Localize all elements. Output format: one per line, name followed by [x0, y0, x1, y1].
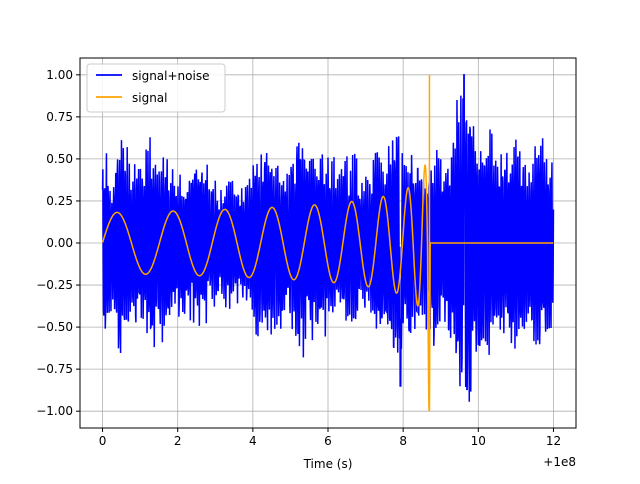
- x-tick-label: 4: [249, 434, 257, 448]
- y-tick-label: 1.00: [46, 68, 73, 82]
- y-tick-label: −0.75: [36, 362, 73, 376]
- x-axis-label: Time (s): [303, 457, 353, 471]
- series-line-signal: [101, 74, 554, 412]
- y-tick-label: −0.50: [36, 320, 73, 334]
- y-tick-label: 0.00: [46, 236, 73, 250]
- series-line-signal-noise: [101, 74, 555, 402]
- legend-label-signal-noise: signal+noise: [132, 69, 209, 83]
- x-axis-ticks: 0 2 4 6 8 10 12: [99, 428, 561, 448]
- y-tick-label: 0.25: [46, 194, 73, 208]
- y-tick-label: 0.50: [46, 152, 73, 166]
- x-tick-label: 12: [546, 434, 561, 448]
- y-tick-label: 0.75: [46, 110, 73, 124]
- plot-area: [101, 74, 555, 412]
- x-axis-offset-label: +1e8: [543, 455, 576, 469]
- chart-legend: signal+noise signal: [86, 63, 226, 113]
- series-group: [101, 74, 555, 412]
- x-tick-label: 8: [399, 434, 407, 448]
- legend-box: [86, 63, 226, 113]
- x-tick-label: 6: [324, 434, 332, 448]
- y-tick-label: −0.25: [36, 278, 73, 292]
- x-tick-label: 2: [174, 434, 182, 448]
- y-axis-ticks: −1.00 −0.75 −0.50 −0.25 0.00 0.25 0.50 0.75 1.00: [36, 68, 80, 418]
- y-tick-label: −1.00: [36, 404, 73, 418]
- x-tick-label: 10: [471, 434, 486, 448]
- x-tick-label: 0: [99, 434, 107, 448]
- legend-label-signal: signal: [132, 91, 168, 105]
